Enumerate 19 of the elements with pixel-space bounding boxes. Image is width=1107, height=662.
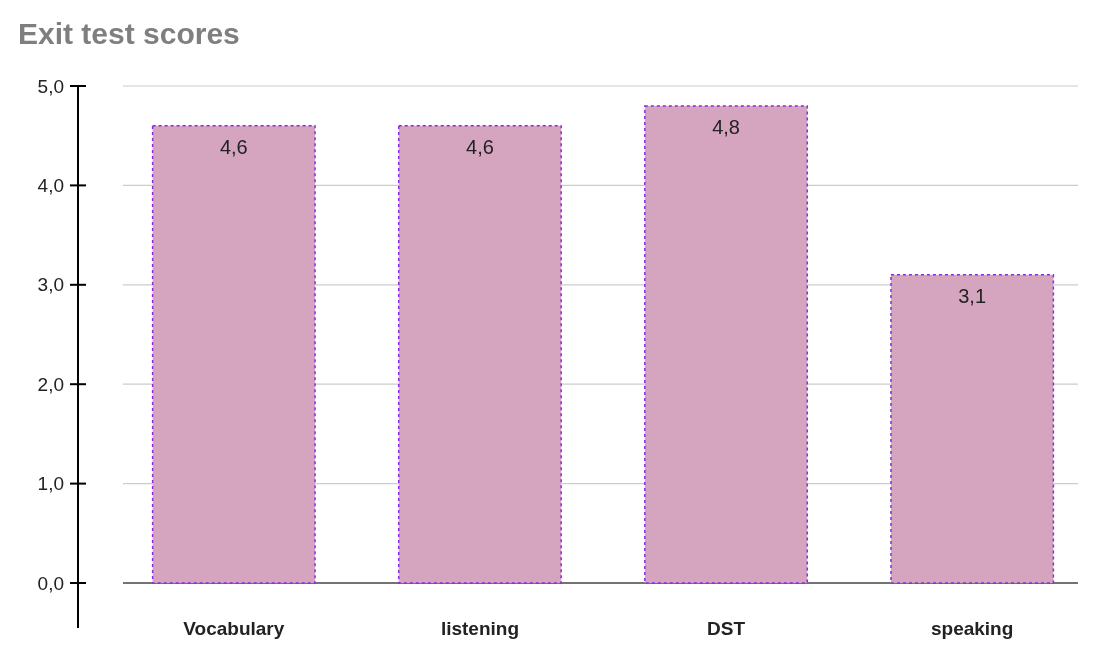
bar — [644, 105, 809, 584]
y-tick-label: 2,0 — [37, 373, 64, 395]
x-tick-label: speaking — [930, 618, 1014, 639]
bar — [890, 274, 1055, 584]
bar — [151, 125, 316, 584]
data-label: 4,8 — [712, 115, 740, 138]
y-tick-label: 4,0 — [37, 175, 64, 197]
y-tick-label: 3,0 — [37, 274, 64, 296]
bar — [397, 125, 562, 584]
y-tick-label: 5,0 — [37, 75, 64, 97]
y-tick-label: 0,0 — [37, 572, 64, 594]
x-tick-label: Vocabulary — [183, 618, 285, 639]
data-label: 4,6 — [219, 135, 248, 158]
chart-title: Exit test scores — [18, 17, 240, 50]
data-label: 3,1 — [958, 284, 987, 307]
data-label: 4,6 — [466, 135, 494, 158]
y-tick-label: 1,0 — [37, 473, 64, 495]
x-tick-label: DST — [707, 618, 746, 639]
x-tick-label: listening — [440, 618, 520, 639]
